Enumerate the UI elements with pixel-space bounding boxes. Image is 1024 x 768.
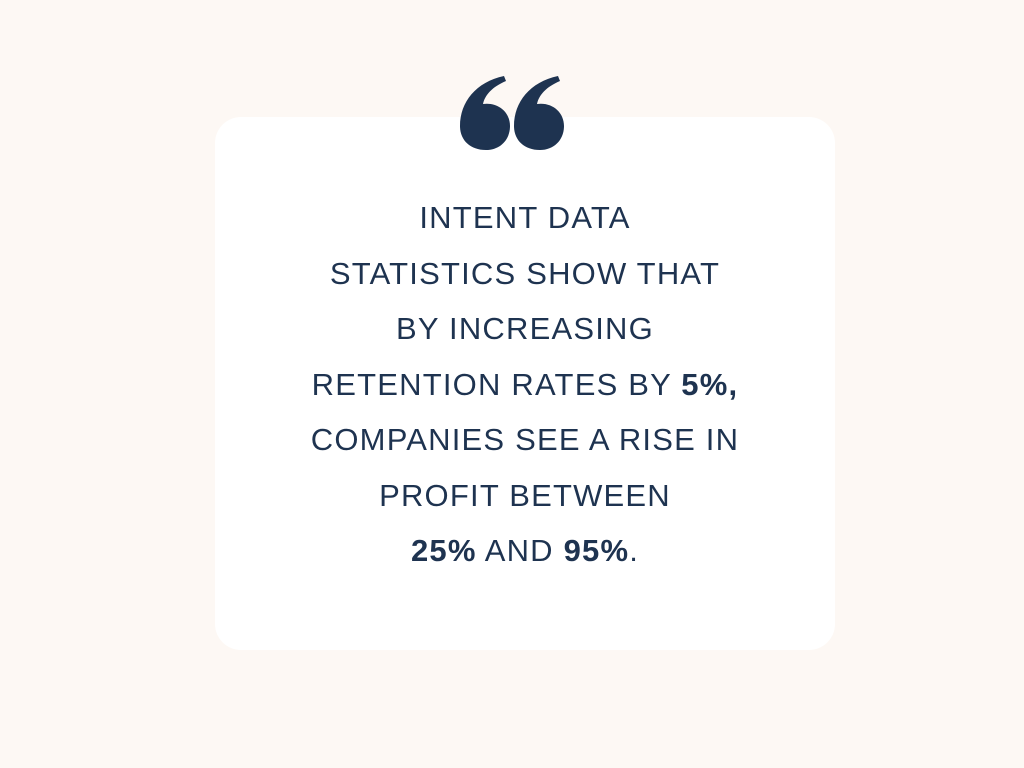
quote-line: STATISTICS SHOW THAT <box>215 246 835 302</box>
quote-segment: COMPANIES SEE A RISE IN <box>310 422 740 457</box>
quote-segment: INTENT DATA <box>419 200 631 235</box>
quote-mark <box>460 76 564 150</box>
quote-segment: AND <box>476 533 564 568</box>
quote-segment: RETENTION RATES BY <box>311 366 682 402</box>
quote-line: 25% AND 95%. <box>215 523 835 579</box>
quote-line: COMPANIES SEE A RISE IN <box>215 412 835 468</box>
quote-line: PROFIT BETWEEN <box>215 468 835 524</box>
quote-line: BY INCREASING <box>215 301 835 357</box>
quote-line: RETENTION RATES BY 5%, <box>215 357 835 413</box>
quote-highlight: 95% <box>563 533 630 568</box>
quote-segment: BY INCREASING <box>396 311 654 346</box>
quote-segment: STATISTICS SHOW THAT <box>329 255 721 291</box>
quote-segment: . <box>629 533 640 568</box>
card <box>215 117 835 650</box>
quote-segment: PROFIT BETWEEN <box>379 477 671 513</box>
quote-highlight: 5%, <box>681 366 739 402</box>
quote-line: INTENT DATA <box>215 190 835 246</box>
quote-highlight: 25% <box>410 533 477 568</box>
quote-text: INTENT DATA STATISTICS SHOW THAT BY INCREA… <box>215 190 835 579</box>
